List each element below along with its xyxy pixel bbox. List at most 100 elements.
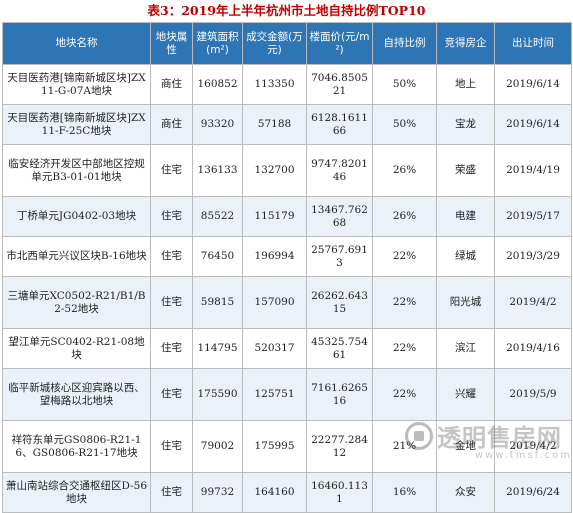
- cell-date: 2019/4/2: [494, 276, 572, 329]
- land-table: 地块名称 地块属性 建筑面积(m²) 成交金额(万元) 楼面价(元/m²) 自持…: [2, 22, 572, 513]
- header-amount: 成交金额(万元): [242, 22, 307, 65]
- cell-floor-price: 45325.75461: [306, 328, 373, 369]
- table-row: 临平新城核心区迎宾路以西、望梅路以北地块 住宅 175590 125751 7161.6…: [2, 368, 572, 421]
- cell-date: 2019/4/16: [494, 328, 572, 369]
- cell-name: 祥符东单元GS0806-R21-16、GS0806-R21-17地块: [2, 420, 151, 473]
- cell-floor-price: 26262.64315: [306, 276, 373, 329]
- cell-date: 2019/3/29: [494, 236, 572, 277]
- cell-amount: 196994: [242, 236, 307, 277]
- header-area: 建筑面积(m²): [192, 22, 243, 65]
- table-row: 市北西单元兴议区块B-16地块 住宅 76450 196994 25767.6913 22…: [2, 236, 572, 277]
- header-date: 出让时间: [494, 22, 572, 65]
- cell-date: 2019/4/19: [494, 144, 572, 197]
- cell-type: 住宅: [150, 472, 193, 513]
- table-row: 天目医药港[锦南新城区块]ZX11-F-25C地块 商住 93320 57188 612…: [2, 104, 572, 145]
- cell-date: 2019/5/17: [494, 196, 572, 237]
- cell-name: 萧山南站综合交通枢纽区D-56地块: [2, 472, 151, 513]
- cell-type: 住宅: [150, 144, 193, 197]
- cell-hold-ratio: 22%: [372, 236, 437, 277]
- cell-name: 市北西单元兴议区块B-16地块: [2, 236, 151, 277]
- cell-area: 175590: [192, 368, 243, 421]
- table-title: 表3：2019年上半年杭州市土地自持比例TOP10: [147, 3, 426, 18]
- cell-amount: 520317: [242, 328, 307, 369]
- cell-floor-price: 6128.161166: [306, 104, 373, 145]
- cell-type: 住宅: [150, 328, 193, 369]
- cell-date: 2019/4/2: [494, 420, 572, 473]
- cell-type: 住宅: [150, 236, 193, 277]
- cell-type: 住宅: [150, 196, 193, 237]
- cell-floor-price: 9747.820146: [306, 144, 373, 197]
- cell-hold-ratio: 26%: [372, 144, 437, 197]
- table-row: 祥符东单元GS0806-R21-16、GS0806-R21-17地块 住宅 7900…: [2, 420, 572, 473]
- header-row: 地块名称 地块属性 建筑面积(m²) 成交金额(万元) 楼面价(元/m²) 自持…: [2, 22, 572, 65]
- cell-developer: 绿城: [436, 236, 495, 277]
- cell-area: 85522: [192, 196, 243, 237]
- cell-name: 天目医药港[锦南新城区块]ZX11-G-07A地块: [2, 64, 151, 105]
- cell-area: 114795: [192, 328, 243, 369]
- cell-developer: 金地: [436, 420, 495, 473]
- cell-floor-price: 7046.850521: [306, 64, 373, 105]
- cell-date: 2019/6/24: [494, 472, 572, 513]
- cell-hold-ratio: 16%: [372, 472, 437, 513]
- cell-developer: 滨江: [436, 328, 495, 369]
- cell-amount: 175995: [242, 420, 307, 473]
- cell-amount: 115179: [242, 196, 307, 237]
- cell-amount: 132700: [242, 144, 307, 197]
- cell-type: 住宅: [150, 276, 193, 329]
- cell-developer: 荣盛: [436, 144, 495, 197]
- cell-type: 商住: [150, 104, 193, 145]
- cell-area: 136133: [192, 144, 243, 197]
- cell-developer: 阳光城: [436, 276, 495, 329]
- cell-area: 99732: [192, 472, 243, 513]
- cell-area: 160852: [192, 64, 243, 105]
- cell-floor-price: 7161.626516: [306, 368, 373, 421]
- table-row: 天目医药港[锦南新城区块]ZX11-G-07A地块 商住 160852 113350 7…: [2, 64, 572, 105]
- cell-floor-price: 16460.1131: [306, 472, 373, 513]
- cell-name: 望江单元SC0402-R21-08地块: [2, 328, 151, 369]
- header-hold-ratio: 自持比例: [372, 22, 437, 65]
- cell-date: 2019/6/14: [494, 104, 572, 145]
- table-row: 临安经济开发区中部地区控规单元B3-01-01地块 住宅 136133 132700 9…: [2, 144, 572, 197]
- cell-area: 93320: [192, 104, 243, 145]
- cell-amount: 57188: [242, 104, 307, 145]
- cell-floor-price: 22277.28412: [306, 420, 373, 473]
- cell-floor-price: 25767.6913: [306, 236, 373, 277]
- cell-name: 临安经济开发区中部地区控规单元B3-01-01地块: [2, 144, 151, 197]
- cell-amount: 125751: [242, 368, 307, 421]
- cell-hold-ratio: 21%: [372, 420, 437, 473]
- cell-amount: 164160: [242, 472, 307, 513]
- cell-floor-price: 13467.76268: [306, 196, 373, 237]
- cell-developer: 电建: [436, 196, 495, 237]
- cell-hold-ratio: 22%: [372, 276, 437, 329]
- cell-name: 临平新城核心区迎宾路以西、望梅路以北地块: [2, 368, 151, 421]
- header-floor-price: 楼面价(元/m²): [306, 22, 373, 65]
- header-type: 地块属性: [150, 22, 193, 65]
- cell-amount: 157090: [242, 276, 307, 329]
- cell-hold-ratio: 50%: [372, 64, 437, 105]
- cell-developer: 地上: [436, 64, 495, 105]
- table-row: 萧山南站综合交通枢纽区D-56地块 住宅 99732 164160 16460.1131…: [2, 472, 572, 513]
- cell-name: 三塘单元XC0502-R21/B1/B2-52地块: [2, 276, 151, 329]
- cell-type: 商住: [150, 64, 193, 105]
- cell-hold-ratio: 50%: [372, 104, 437, 145]
- header-name: 地块名称: [2, 22, 151, 65]
- cell-hold-ratio: 22%: [372, 368, 437, 421]
- cell-type: 住宅: [150, 420, 193, 473]
- cell-developer: 宝龙: [436, 104, 495, 145]
- cell-hold-ratio: 22%: [372, 328, 437, 369]
- table-row: 望江单元SC0402-R21-08地块 住宅 114795 520317 45325.7…: [2, 328, 572, 369]
- header-developer: 竞得房企: [436, 22, 495, 65]
- cell-area: 76450: [192, 236, 243, 277]
- cell-type: 住宅: [150, 368, 193, 421]
- cell-developer: 众安: [436, 472, 495, 513]
- cell-area: 79002: [192, 420, 243, 473]
- cell-developer: 兴耀: [436, 368, 495, 421]
- cell-amount: 113350: [242, 64, 307, 105]
- cell-area: 59815: [192, 276, 243, 329]
- table-row: 丁桥单元JG0402-03地块 住宅 85522 115179 13467.76268 2…: [2, 196, 572, 237]
- table-row: 三塘单元XC0502-R21/B1/B2-52地块 住宅 59815 157090 26…: [2, 276, 572, 329]
- cell-name: 天目医药港[锦南新城区块]ZX11-F-25C地块: [2, 104, 151, 145]
- cell-name: 丁桥单元JG0402-03地块: [2, 196, 151, 237]
- cell-date: 2019/5/9: [494, 368, 572, 421]
- cell-date: 2019/6/14: [494, 64, 572, 105]
